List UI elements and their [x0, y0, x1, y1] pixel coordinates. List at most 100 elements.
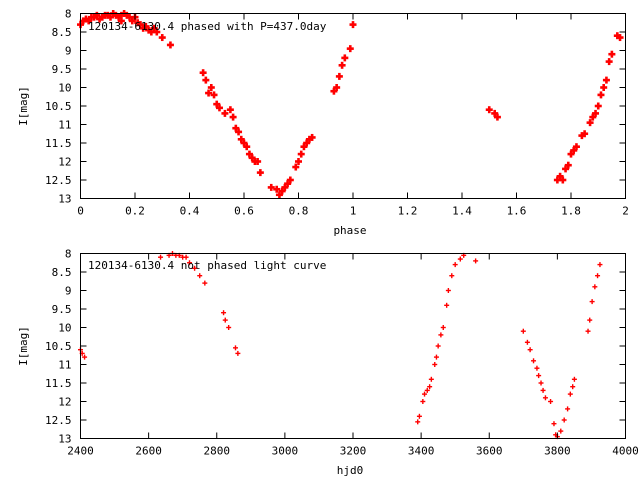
- unphased-data-point: [226, 325, 232, 330]
- unphased-y-tick-label: 10: [58, 322, 71, 335]
- unphased-data-point: [428, 376, 434, 382]
- phased-data-point: [491, 109, 499, 117]
- phased-data-point: [333, 84, 341, 91]
- phased-data-point: [556, 172, 564, 180]
- phased-data-point: [229, 113, 237, 121]
- unphased-data-point: [192, 265, 198, 271]
- unphased-y-tick-label: 12.5: [45, 414, 72, 427]
- phased-chart-panel: 0 0.2 0.4 0.6 0.8 1 1.2 1.4 1.6 1.8 2 8 8.5 9 9.5 10 10.…: [17, 8, 629, 238]
- phased-data-point: [278, 187, 286, 195]
- unphased-y-tick-label: 8: [65, 248, 72, 261]
- unphased-y-tick-label: 12: [58, 396, 71, 409]
- phased-y-tick-label: 10: [58, 82, 71, 95]
- unphased-data-point: [531, 358, 537, 364]
- phased-data-point: [232, 124, 240, 132]
- unphased-data-point: [585, 328, 591, 334]
- unphased-data-point: [520, 328, 526, 334]
- phased-data-point: [207, 84, 215, 91]
- unphased-data-point: [527, 347, 533, 353]
- unphased-data-point: [235, 350, 241, 356]
- phased-data-point: [210, 91, 218, 99]
- phased-y-tick-label: 11.5: [45, 137, 72, 150]
- phased-data-point: [559, 176, 567, 184]
- phased-y-tick-label: 11: [58, 119, 71, 132]
- unphased-y-tick-label: 9.5: [52, 303, 72, 316]
- unphased-data-point: [589, 299, 595, 305]
- phased-data-point: [215, 104, 223, 112]
- phased-plot-frame: [80, 13, 626, 199]
- phased-x-tick-label: 1.4: [452, 205, 472, 218]
- unphased-data-point: [444, 302, 450, 308]
- phased-y-tick-label: 12.5: [45, 174, 72, 187]
- unphased-y-tick-label: 8.5: [52, 266, 72, 279]
- phased-data-point: [275, 191, 283, 199]
- unphased-data-point: [536, 373, 542, 379]
- unphased-data-point: [587, 317, 593, 323]
- phased-data-points: [77, 10, 624, 199]
- unphased-data-point: [232, 345, 238, 351]
- phased-data-point: [335, 72, 343, 80]
- phased-data-point: [226, 106, 234, 114]
- phased-data-point: [572, 143, 580, 151]
- phased-data-point: [616, 34, 624, 42]
- phased-x-tick-label: 2: [622, 205, 629, 218]
- phased-data-point: [605, 58, 613, 66]
- phased-data-point: [341, 54, 349, 62]
- phased-data-point: [166, 41, 174, 49]
- unphased-y-tick-label: 9: [65, 285, 72, 298]
- unphased-data-point: [438, 332, 444, 338]
- unphased-data-point: [473, 258, 479, 264]
- phased-data-point: [136, 21, 144, 29]
- unphased-data-point: [221, 310, 227, 316]
- unphased-y-tick-label: 11: [58, 359, 71, 372]
- unphased-data-points: [78, 251, 603, 440]
- phased-data-point: [205, 89, 213, 97]
- unphased-chart-panel: 2400 2600 2800 3000 3200 3400 3600 3800 4000 8 8.5…: [17, 248, 639, 478]
- phased-x-tick-label: 1: [350, 205, 357, 218]
- unphased-data-point: [571, 376, 577, 382]
- unphased-x-tick-label: 2600: [135, 445, 162, 458]
- phased-y-axis-label: I[mag]: [17, 86, 30, 126]
- unphased-y-tick-label: 13: [58, 433, 71, 446]
- phased-y-tick-label: 8: [65, 8, 72, 21]
- unphased-x-tick-label: 2400: [67, 445, 94, 458]
- phased-data-point: [330, 87, 338, 95]
- unphased-data-point: [82, 354, 88, 360]
- phased-x-tick-label: 1.8: [561, 205, 581, 218]
- unphased-data-point: [558, 428, 564, 434]
- phased-x-tick-label: 1.6: [507, 205, 527, 218]
- unphased-x-tick-label: 3000: [272, 445, 299, 458]
- phased-data-point: [153, 28, 161, 36]
- unphased-data-point: [524, 339, 530, 345]
- phased-data-point: [594, 102, 602, 110]
- unphased-x-tick-label: 2800: [204, 445, 231, 458]
- unphased-x-tick-label: 3800: [544, 445, 571, 458]
- unphased-data-point: [435, 343, 441, 349]
- phased-data-point: [292, 163, 300, 171]
- unphased-data-point: [202, 280, 208, 286]
- unphased-data-point: [542, 395, 548, 401]
- unphased-data-point: [427, 384, 433, 390]
- unphased-x-axis-label: hjd0: [337, 464, 364, 477]
- unphased-data-point: [540, 387, 546, 393]
- phased-data-point: [581, 130, 589, 138]
- phased-data-point: [286, 176, 294, 184]
- phased-data-point: [295, 158, 302, 165]
- phased-x-tick-label: 0.6: [234, 205, 254, 218]
- phased-data-point: [608, 50, 616, 58]
- unphased-data-point: [183, 254, 189, 260]
- unphased-data-point: [457, 256, 463, 262]
- unphased-data-point: [538, 380, 544, 386]
- phased-data-point: [142, 22, 150, 30]
- unphased-data-point: [432, 362, 438, 367]
- unphased-x-tick-label: 3400: [408, 445, 435, 458]
- phased-data-point: [245, 150, 253, 158]
- unphased-data-point: [548, 399, 554, 404]
- unphased-data-point: [416, 413, 422, 419]
- unphased-data-point: [597, 262, 603, 268]
- unphased-y-tick-label: 11.5: [45, 377, 72, 390]
- unphased-data-point: [595, 273, 601, 279]
- phased-data-point: [300, 143, 308, 151]
- phased-data-point: [273, 185, 281, 193]
